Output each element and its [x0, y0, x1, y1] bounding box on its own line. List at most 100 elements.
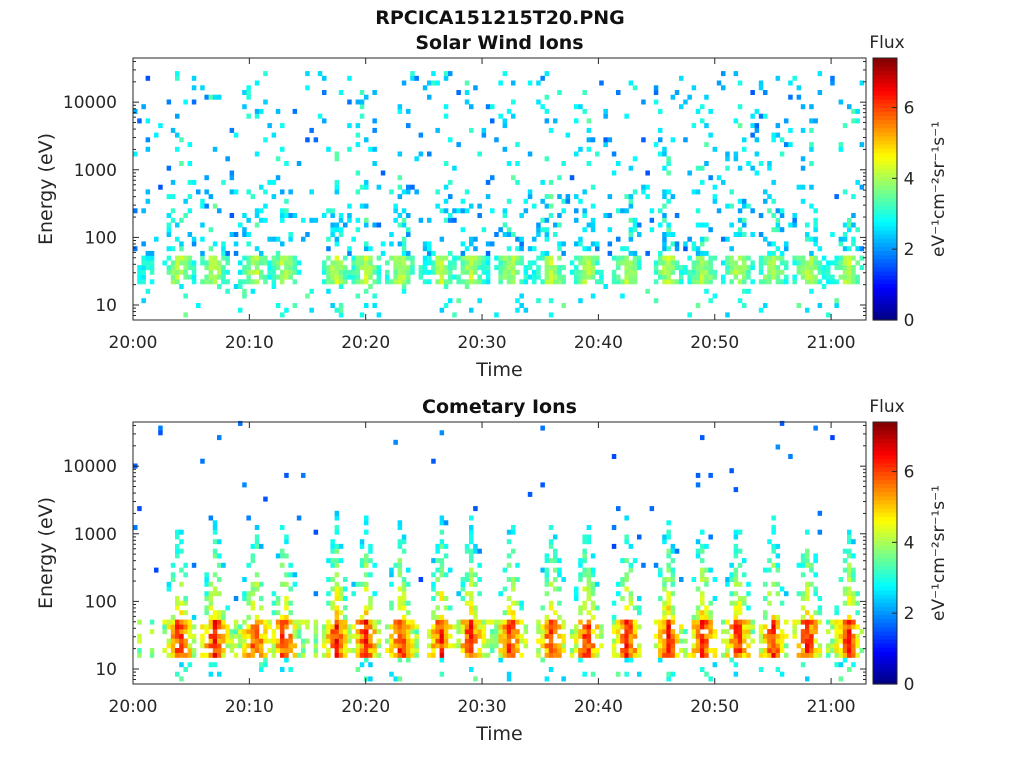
flux-cell [611, 629, 617, 635]
flux-cell [695, 246, 701, 252]
flux-cell [590, 591, 596, 597]
flux-cell [322, 629, 327, 635]
flux-cell [439, 633, 445, 639]
flux-cell [700, 179, 705, 185]
flux-cell [280, 619, 285, 625]
flux-cell [170, 562, 176, 568]
flux-cell [242, 638, 247, 644]
flux-cell [200, 638, 205, 644]
flux-cell [779, 633, 785, 639]
flux-cell [809, 652, 814, 658]
flux-cell [242, 293, 247, 299]
flux-cell [540, 198, 545, 204]
flux-cell [485, 255, 491, 261]
flux-cell [851, 648, 856, 653]
flux-cell [809, 127, 814, 133]
flux-cell [259, 260, 264, 266]
flux-cell [338, 312, 344, 318]
flux-cell [616, 279, 621, 285]
flux-cell [225, 605, 230, 611]
flux-cell [271, 633, 277, 639]
flux-cell [322, 260, 327, 266]
flux-cell [212, 648, 218, 653]
flux-cell [708, 298, 713, 304]
flux-cell [586, 596, 592, 601]
flux-cell [683, 269, 688, 275]
flux-cell [473, 246, 478, 252]
flux-cell [502, 213, 508, 218]
flux-cell [296, 515, 302, 521]
flux-cell [175, 534, 180, 540]
flux-cell [506, 279, 512, 285]
flux-cell [569, 629, 575, 635]
flux-cell [616, 591, 621, 597]
flux-cell [662, 643, 667, 649]
flux-cell [502, 633, 508, 639]
flux-cell [246, 279, 251, 285]
flux-cell [712, 662, 718, 668]
flux-cell [347, 146, 352, 152]
flux-cell [464, 548, 470, 554]
flux-cell [595, 255, 600, 261]
flux-cell [443, 269, 449, 275]
flux-cell [847, 652, 852, 658]
flux-cell [834, 662, 839, 668]
flux-cell [292, 633, 298, 639]
flux-cell [435, 548, 440, 554]
flux-cell [481, 127, 487, 133]
flux-cell [561, 577, 566, 582]
flux-cell [275, 596, 281, 601]
flux-cell [389, 652, 394, 658]
flux-cell [443, 184, 449, 190]
flux-cell [851, 567, 856, 573]
flux-cell [460, 577, 466, 582]
flux-cell [494, 137, 499, 143]
flux-cell [792, 217, 797, 223]
flux-cell [742, 269, 747, 275]
flux-cell [637, 652, 642, 658]
flux-cell [578, 236, 583, 242]
flux-cell [506, 553, 512, 559]
flux-cell [334, 241, 340, 247]
flux-cell [191, 652, 197, 658]
flux-cell [544, 194, 550, 200]
colorbar-segment [873, 626, 897, 632]
flux-cell [414, 624, 419, 630]
flux-cell [439, 236, 445, 242]
flux-cell [742, 600, 747, 606]
flux-cell [284, 269, 289, 275]
flux-cell [254, 619, 260, 625]
flux-cell [397, 629, 403, 635]
flux-cell [662, 279, 667, 285]
flux-cell [658, 260, 663, 266]
flux-cell [851, 236, 856, 242]
flux-cell [695, 303, 701, 308]
flux-cell [721, 236, 726, 242]
flux-cell [187, 142, 193, 148]
flux-cell [742, 222, 747, 228]
flux-cell [616, 619, 621, 625]
flux-cell [595, 246, 600, 252]
flux-cell [359, 90, 365, 95]
flux-cell [242, 596, 247, 601]
flux-cell [666, 676, 671, 682]
flux-cell [548, 255, 554, 261]
flux-cell [406, 619, 411, 625]
flux-cell [284, 614, 289, 620]
flux-cell [784, 260, 789, 266]
flux-cell [838, 638, 844, 644]
flux-cell [847, 246, 852, 252]
flux-cell [196, 189, 201, 195]
flux-cell [775, 543, 781, 549]
flux-cell [704, 624, 709, 630]
flux-cell [662, 619, 667, 625]
flux-cell [372, 652, 377, 658]
flux-cell [284, 648, 289, 653]
flux-cell [611, 269, 617, 275]
flux-cell [288, 274, 293, 280]
flux-cell [414, 75, 419, 81]
colorbar-segment [873, 606, 897, 611]
flux-cell [397, 269, 403, 275]
flux-cell [443, 198, 449, 204]
flux-cell [809, 567, 814, 573]
